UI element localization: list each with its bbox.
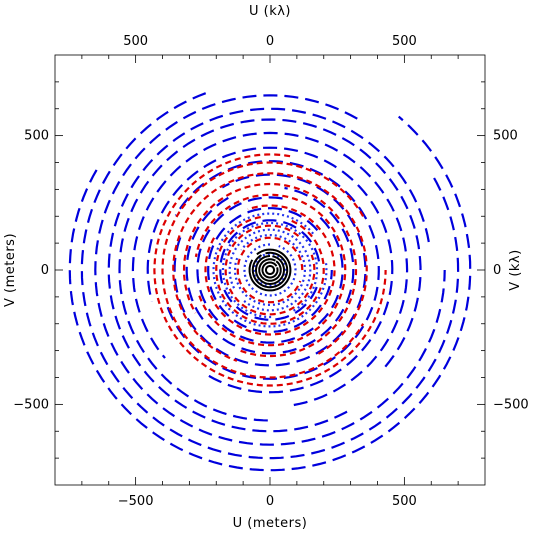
uv-track-dotted-1: [243, 243, 297, 297]
uv-track-solid-5: [248, 248, 292, 292]
uv-track-solid-4: [251, 251, 289, 289]
uv-track-solid-2: [258, 258, 282, 282]
uv-track-dotted-5: [212, 212, 328, 328]
uv-track-short-dashed-3: [204, 204, 336, 336]
uv-track-long-dashed-11: [80, 92, 460, 460]
uv-track-short-dashed-6: [172, 172, 368, 362]
uv-track-long-dashed-7: [131, 131, 409, 407]
uv-track-long-dashed-8: [118, 118, 422, 422]
uv-track-short-dashed-5: [182, 182, 358, 358]
y-tick-label: −500: [13, 397, 49, 412]
uv-track-dotted-2: [234, 234, 306, 306]
uv-track-short-dashed-2: [215, 216, 325, 325]
uv-track-long-dashed-10: [94, 94, 446, 446]
x-tick-label: −500: [118, 494, 154, 509]
uv-track-solid-3: [255, 255, 285, 285]
uv-track-long-dashed-0: [219, 219, 321, 321]
uv-track-short-dashed-7: [161, 161, 365, 379]
uv-track-short-dashed-8: [153, 153, 387, 387]
right-axis-title: V (kλ): [508, 249, 523, 290]
top-tick-label: 500: [392, 34, 417, 49]
y-axis-title: V (meters): [3, 233, 18, 307]
uv-track-dotted-4: [221, 221, 319, 319]
top-tick-label: 0: [266, 34, 274, 49]
top-axis-title: U (kλ): [249, 4, 291, 19]
top-tick-label: 500: [123, 34, 148, 49]
uv-track-long-dashed-4: [173, 173, 367, 367]
x-axis-title: U (meters): [233, 516, 308, 531]
uv-track-long-dashed-9: [107, 107, 430, 433]
uv-track-short-dashed-0: [236, 236, 304, 304]
uv-track-long-dashed-1: [207, 207, 333, 333]
uv-track-long-dashed-12: [68, 115, 472, 472]
right-tick-label: 500: [493, 129, 518, 144]
uv-track-solid-1: [261, 261, 279, 279]
uv-track-solid-0: [265, 265, 275, 275]
uv-track-short-dashed-4: [194, 193, 347, 347]
uv-tracks: [68, 92, 472, 472]
y-tick-label: 0: [41, 263, 49, 278]
axis-ticks: [55, 55, 485, 485]
x-tick-label: 0: [266, 494, 274, 509]
axis-tick-labels: −500 0 500 500 0 500 −500 0 500 −500 0 500: [13, 34, 528, 509]
uv-track-dotted-0: [252, 252, 288, 288]
right-tick-label: −500: [493, 397, 529, 412]
x-tick-label: 500: [392, 494, 417, 509]
uv-track-long-dashed-6: [146, 146, 394, 394]
uv-track-long-dashed-2: [196, 196, 344, 344]
uv-track-short-dashed-1: [224, 224, 316, 316]
uv-track-dotted-3: [228, 228, 312, 312]
uv-track-long-dashed-3: [185, 186, 355, 355]
y-tick-label: 500: [24, 129, 49, 144]
uv-track-long-dashed-5: [166, 160, 380, 380]
right-tick-label: 0: [493, 263, 501, 278]
